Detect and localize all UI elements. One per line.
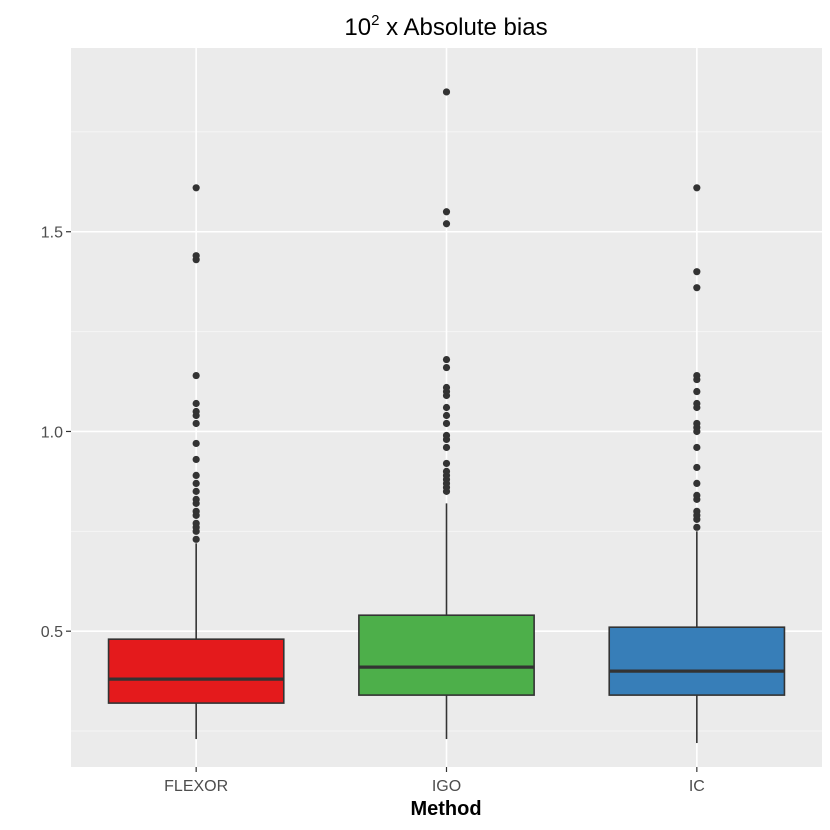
outlier-point xyxy=(192,252,200,260)
x-tick-label: FLEXOR xyxy=(164,778,228,795)
outlier-point xyxy=(442,459,451,468)
outlier-point xyxy=(693,387,701,396)
boxes-layer xyxy=(107,88,786,744)
y-tick-label: 1.0 xyxy=(41,424,63,441)
outlier-point xyxy=(442,383,451,392)
outlier-point xyxy=(192,419,200,428)
box xyxy=(107,638,285,704)
outlier-point xyxy=(693,419,701,428)
box-group-ic xyxy=(608,184,786,744)
outlier-point xyxy=(192,495,200,503)
outlier-point xyxy=(442,208,451,216)
y-tick-label: 1.5 xyxy=(41,225,63,242)
outlier-point xyxy=(693,268,701,276)
outlier-point xyxy=(192,371,200,380)
chart-title-exponent: 2 xyxy=(371,12,379,29)
chart-title: 102 x Absolute bias xyxy=(344,12,547,41)
outlier-point xyxy=(693,443,701,452)
chart-title-base: 10 xyxy=(344,14,371,41)
outlier-point xyxy=(442,88,451,96)
outlier-point xyxy=(192,479,200,487)
outlier-point xyxy=(442,467,451,476)
outlier-point xyxy=(442,419,451,428)
outlier-point xyxy=(693,523,701,531)
box xyxy=(358,614,535,696)
outlier-point xyxy=(693,399,701,408)
chart-title-rest: x Absolute bias xyxy=(379,14,547,41)
x-axis-title: Method xyxy=(410,798,481,820)
outlier-point xyxy=(192,507,200,515)
x-tick-label: IC xyxy=(689,778,705,795)
outlier-point xyxy=(192,184,200,192)
outlier-point xyxy=(192,407,200,416)
outlier-point xyxy=(192,471,200,480)
x-tick-label: IGO xyxy=(432,778,461,795)
outlier-point xyxy=(192,455,200,464)
outlier-point xyxy=(192,399,200,408)
y-axis: 0.5 1.0 1.5 xyxy=(41,225,71,641)
x-axis: FLEXOR IGO IC xyxy=(164,767,705,795)
outlier-point xyxy=(442,443,451,452)
outlier-point xyxy=(693,463,701,472)
outlier-point xyxy=(693,479,701,487)
box-group-igo xyxy=(358,88,535,740)
outlier-point xyxy=(693,491,701,499)
outlier-point xyxy=(693,184,701,192)
outlier-point xyxy=(693,507,701,515)
y-tick-label: 0.5 xyxy=(41,624,63,641)
outlier-point xyxy=(192,439,200,448)
outlier-point xyxy=(693,284,701,292)
outlier-point xyxy=(442,220,451,228)
box-group-flexor xyxy=(107,184,285,740)
outlier-point xyxy=(442,355,451,364)
outlier-point xyxy=(192,535,200,543)
outlier-point xyxy=(442,431,451,440)
outlier-point xyxy=(442,363,451,372)
outlier-point xyxy=(192,487,200,495)
outlier-point xyxy=(442,411,451,420)
outlier-point xyxy=(192,519,200,527)
outlier-point xyxy=(442,403,451,412)
box xyxy=(608,626,786,696)
outlier-point xyxy=(693,371,701,380)
